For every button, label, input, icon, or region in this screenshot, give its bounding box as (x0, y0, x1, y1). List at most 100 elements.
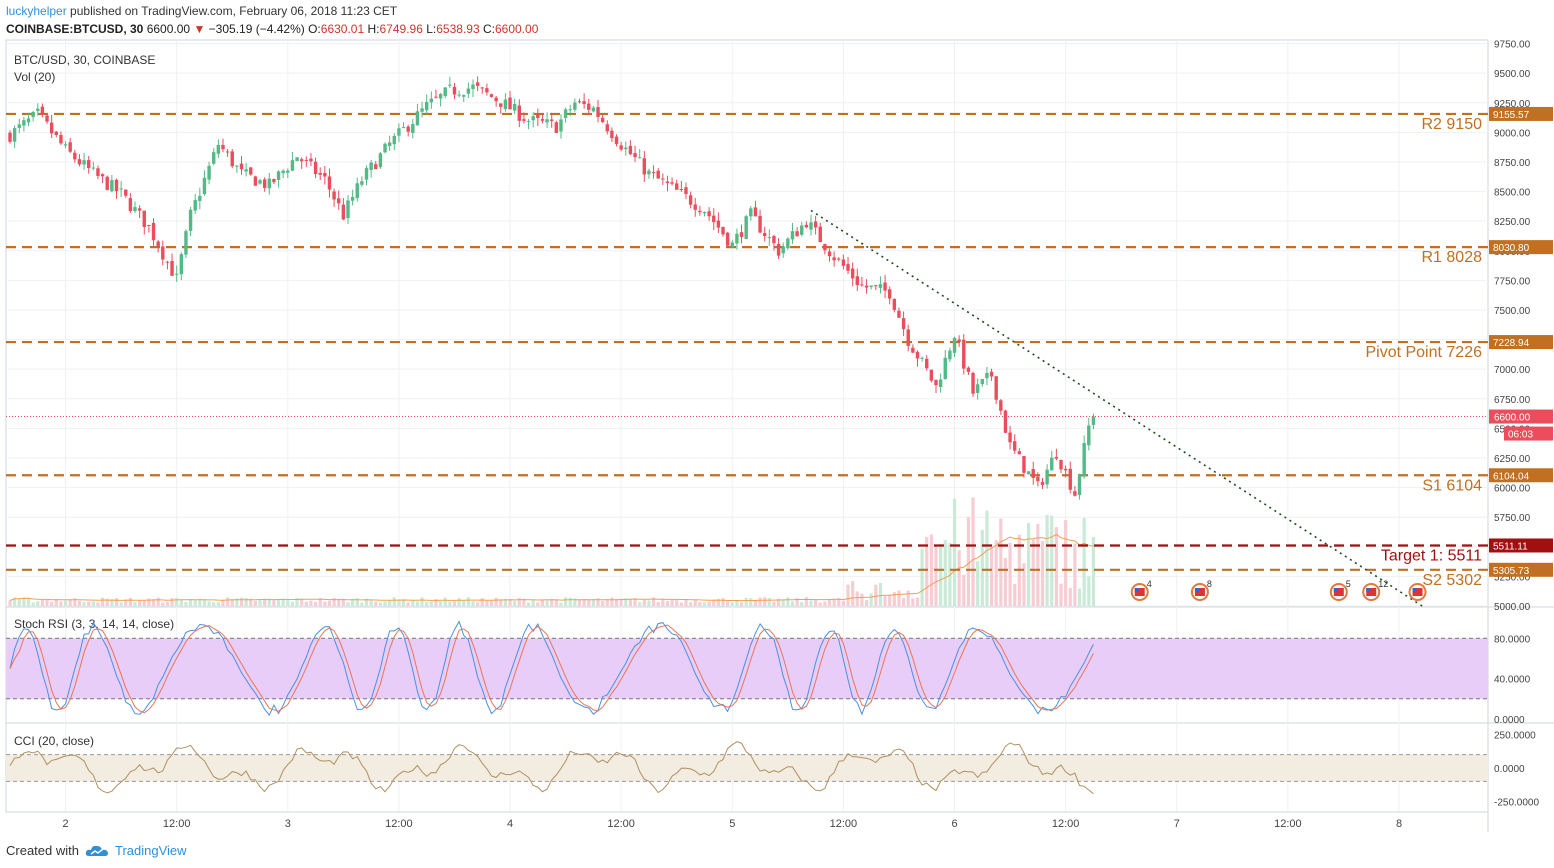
candle-body (712, 215, 716, 223)
volume-bar (517, 597, 521, 606)
level-price-tag-text: 8030.80 (1493, 243, 1530, 254)
candle-body (610, 130, 614, 139)
candle-body (327, 176, 332, 190)
candle-body (675, 183, 679, 190)
volume-bar (827, 599, 832, 606)
tradingview-brand[interactable]: TradingView (114, 843, 187, 858)
candle-body (337, 198, 341, 204)
candle-body (207, 165, 211, 180)
volume-bar (568, 597, 572, 606)
price-tick-label: 8500.00 (1494, 188, 1531, 199)
volume-bar (883, 595, 887, 606)
candle-body (1045, 469, 1049, 485)
volume-bar (119, 602, 123, 606)
level-price-tag-text: 7228.94 (1493, 338, 1530, 349)
candle-body (850, 268, 855, 279)
publisher-username[interactable]: luckyhelper (6, 4, 67, 18)
volume-bar (864, 599, 869, 606)
candle-body (1087, 425, 1091, 446)
x-tick-label: 2 (62, 818, 68, 830)
volume-bar (911, 598, 915, 606)
volume-bar (142, 600, 146, 606)
level-price-tag (1489, 106, 1553, 121)
last-price: 6600.00 (146, 22, 191, 36)
volume-bar (434, 599, 438, 606)
volume-bar (656, 601, 660, 606)
candle-body (554, 122, 559, 133)
volume-bar (837, 597, 841, 606)
volume-bar (651, 597, 656, 606)
candle-body (267, 178, 271, 189)
x-tick-label: 12:00 (607, 818, 635, 830)
volume-bar (235, 598, 239, 606)
volume-bar (207, 601, 211, 606)
volume-bar (601, 600, 605, 606)
volume-bar (564, 597, 568, 606)
candle-body (809, 222, 813, 230)
candle-body (818, 226, 822, 243)
price-tick-label: 6750.00 (1494, 395, 1531, 406)
volume-bar (776, 598, 781, 606)
candle-body (679, 188, 684, 190)
us-flag-event-icon-canton (1333, 588, 1338, 592)
volume-bar (800, 601, 804, 606)
volume-bar (272, 599, 276, 606)
volume-bar (786, 597, 790, 606)
candle-body (462, 95, 466, 97)
volume-bar (1077, 588, 1082, 606)
price-tick-label: 7500.00 (1494, 306, 1531, 317)
volume-bar (151, 599, 156, 606)
candle-body (401, 127, 406, 129)
volume-bar (559, 602, 563, 606)
volume-bar (351, 599, 355, 606)
candle-body (1073, 491, 1077, 496)
volume-bar (605, 598, 609, 606)
volume-bar (388, 600, 392, 606)
candle-body (855, 276, 859, 286)
candle-body (411, 124, 415, 134)
volume-bar (212, 602, 216, 606)
candle-body (286, 170, 290, 173)
stoch-rsi-band (6, 638, 1488, 699)
symbol-label[interactable]: COINBASE:BTCUSD, 30 (6, 22, 144, 36)
volume-bar (943, 540, 947, 606)
candle-body (966, 367, 971, 372)
level-price-tag-text: 9155.57 (1493, 110, 1530, 121)
volume-bar (1022, 563, 1026, 606)
volume-bar (230, 599, 234, 606)
chart-canvas[interactable]: 2 12:00 3 12:00 4 12:00 5 12:00 6 12:00 7 12:00 8500… (0, 0, 1554, 840)
candle-body (637, 157, 642, 159)
volume-bar (906, 590, 910, 606)
candle-body (508, 97, 512, 110)
low-value: 6538.93 (436, 22, 480, 36)
candle-body (244, 169, 248, 172)
candle-body (786, 238, 790, 249)
volume-bar (545, 600, 549, 606)
volume-bar (68, 599, 72, 606)
volume-bar (337, 598, 341, 606)
volume-bar (1050, 515, 1054, 606)
level-price-tag-text: 5511.11 (1493, 541, 1528, 552)
candle-body (105, 176, 109, 190)
volume-bar (661, 598, 665, 606)
candle-body (665, 181, 670, 184)
volume-bar (966, 516, 971, 606)
candle-body (383, 143, 387, 153)
candle-body (957, 339, 961, 342)
volume-bar (957, 550, 961, 606)
volume-bar (249, 598, 253, 606)
volume-bar (318, 598, 322, 606)
volume-bar (165, 601, 170, 606)
candle-body (975, 384, 980, 393)
volume-bar (823, 601, 827, 606)
volume-bar (693, 600, 697, 606)
candle-body (1013, 441, 1017, 451)
candle-body (466, 88, 471, 94)
volume-bar (216, 602, 220, 606)
candle-body (767, 237, 772, 239)
candle-body (568, 109, 572, 111)
volume-bar (221, 600, 225, 606)
volume-bar (239, 597, 244, 606)
price-tick-label: 6000.00 (1494, 484, 1531, 495)
volume-bar (494, 597, 498, 606)
